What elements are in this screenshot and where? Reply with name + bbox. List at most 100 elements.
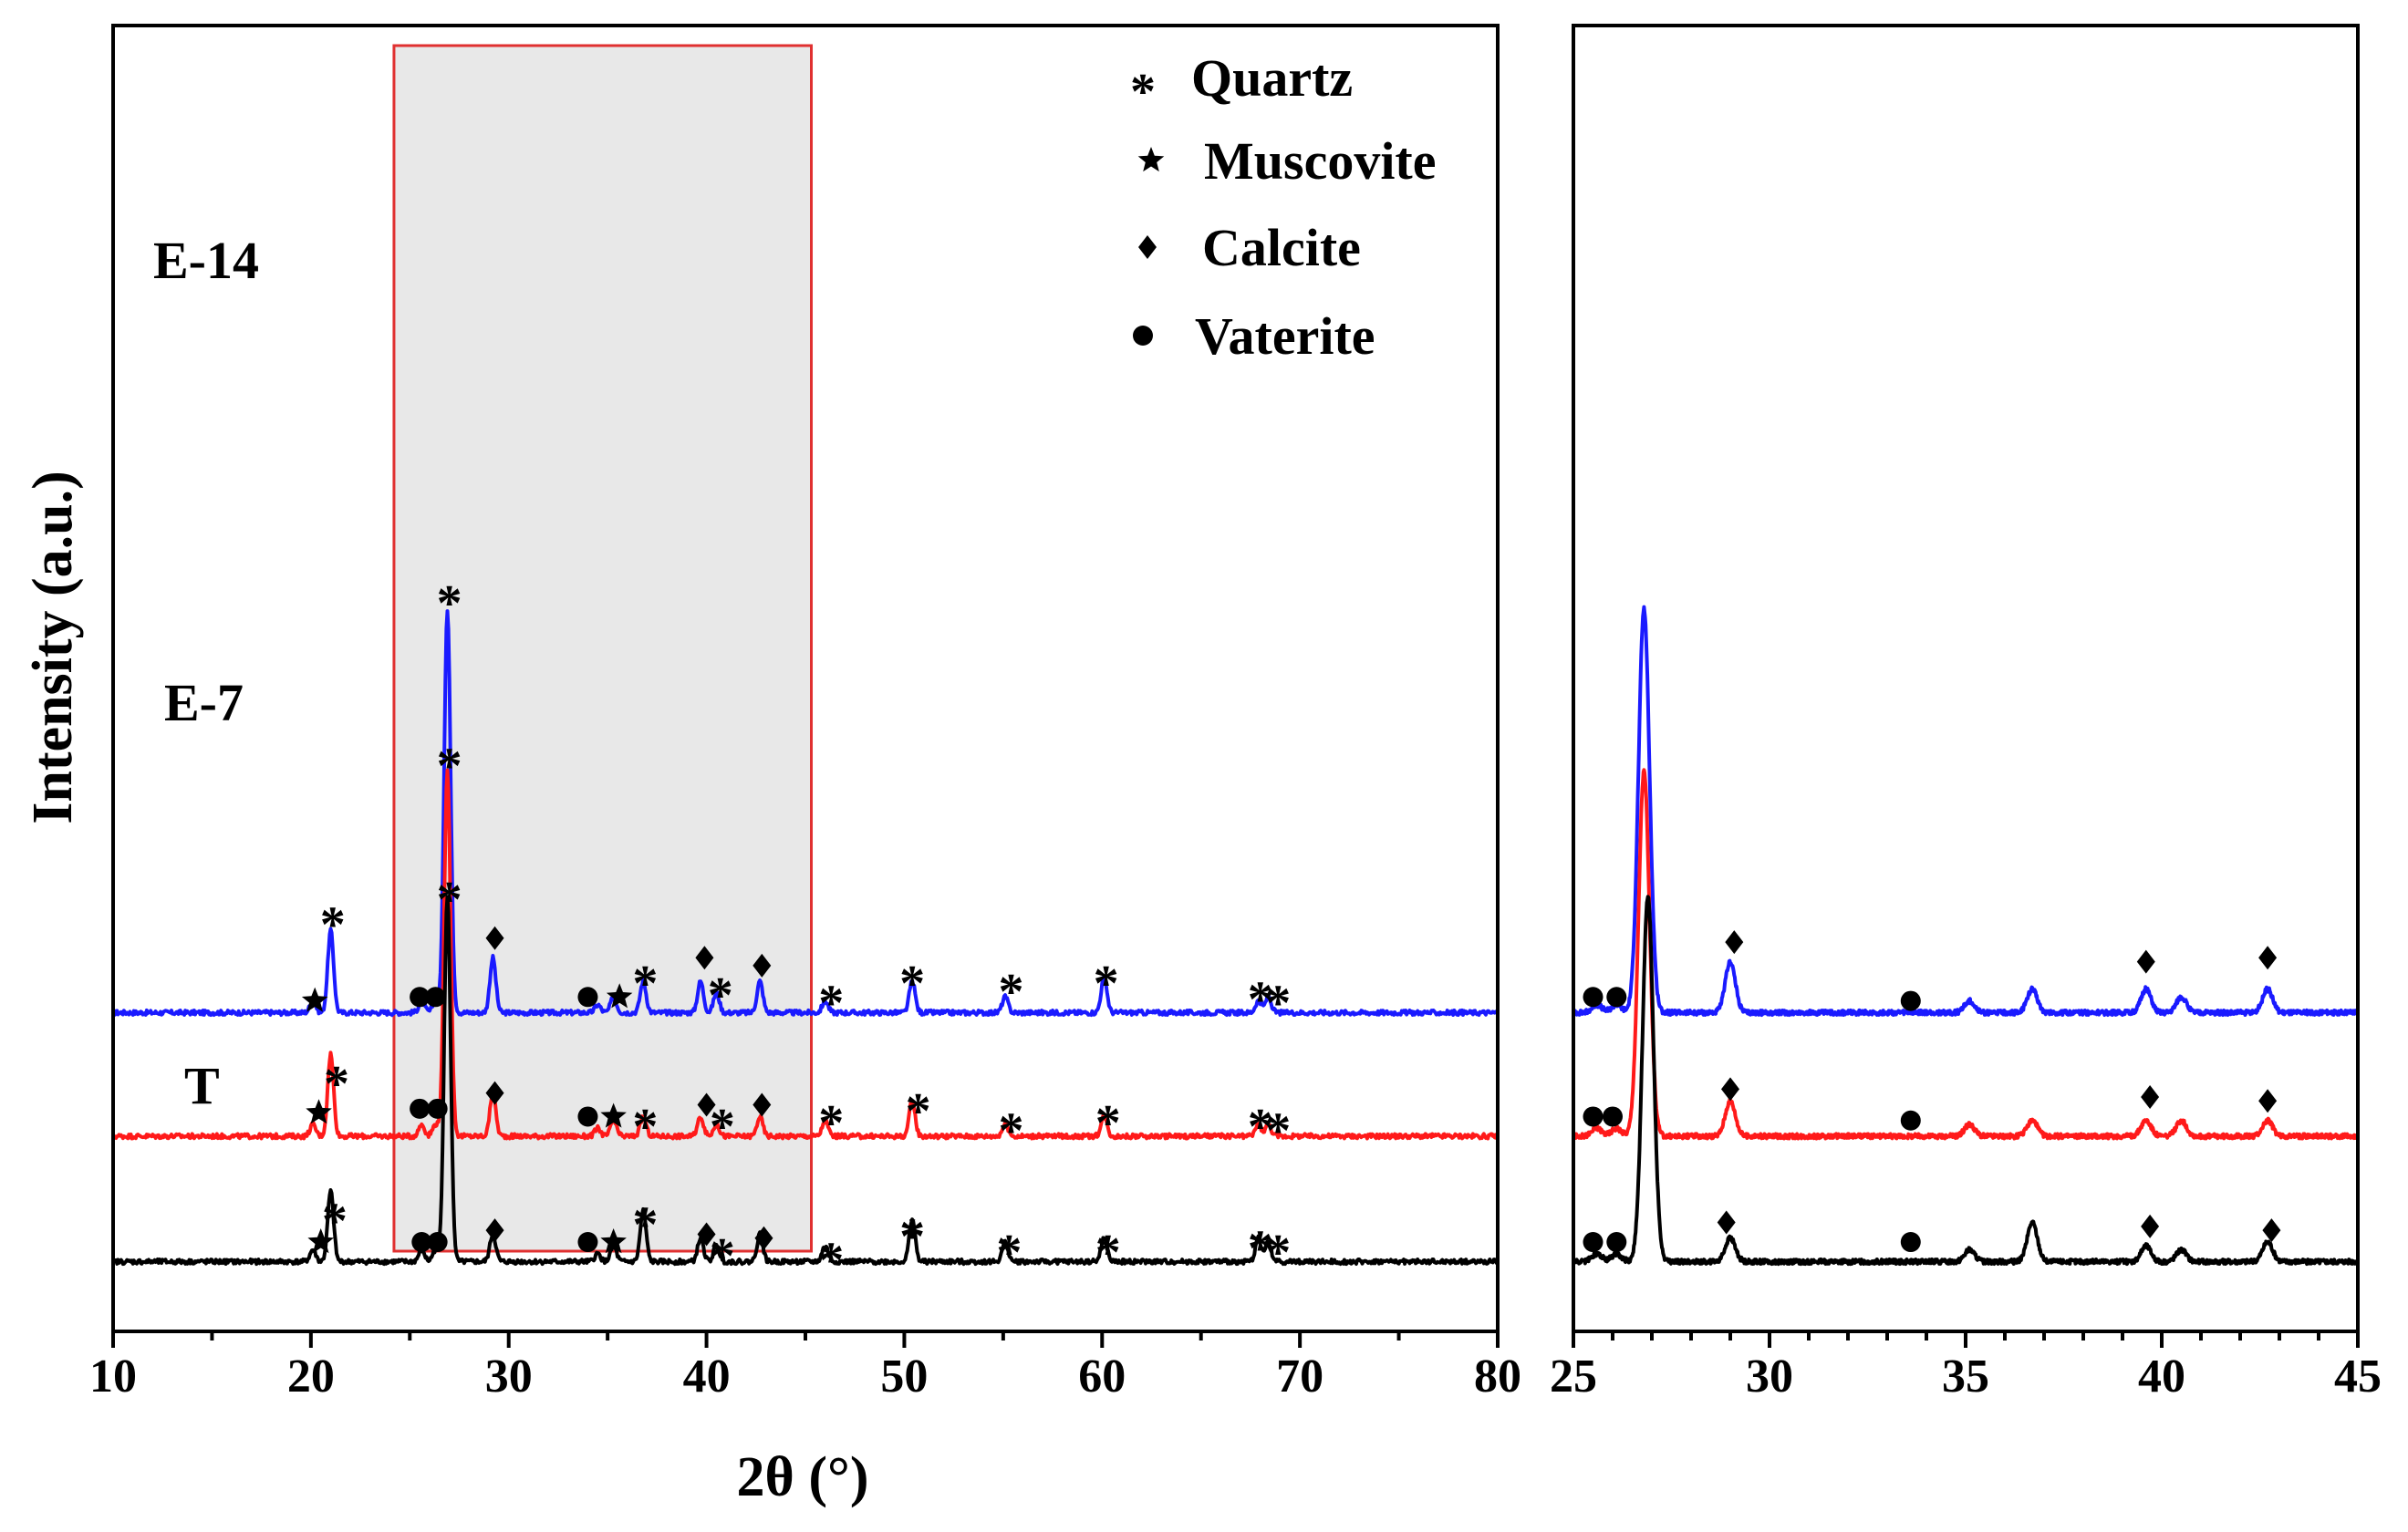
peak-marker-asterisk: * [322, 1193, 348, 1249]
peak-marker-asterisk: * [437, 575, 462, 632]
peak-marker-asterisk: * [1248, 1220, 1273, 1277]
series-line-t [111, 895, 1500, 1267]
peak-marker-diamond [754, 1226, 773, 1250]
peak-marker-diamond [695, 946, 714, 970]
peak-marker-circle [427, 1232, 448, 1253]
peak-marker-diamond [752, 1092, 772, 1117]
x-tick-label: 30 [1746, 1351, 1793, 1403]
x-tick-label: 60 [1078, 1351, 1126, 1403]
peak-marker-asterisk: * [710, 1099, 735, 1155]
legend-label-muscovite: Muscovite [1204, 131, 1437, 191]
peak-marker-circle [410, 1098, 431, 1119]
peak-marker-circle [577, 1106, 598, 1127]
x-tick-label: 40 [683, 1351, 731, 1403]
legend-symbol-star [1137, 147, 1165, 172]
peak-marker-circle [1900, 1110, 1921, 1131]
peak-marker-asterisk: * [1248, 971, 1273, 1028]
peak-marker-asterisk: * [1265, 976, 1291, 1032]
sample-label-e-14: E-14 [153, 231, 259, 290]
legend-label-vaterite: Vaterite [1195, 306, 1375, 366]
x-tick-label: 45 [2334, 1351, 2382, 1403]
peak-marker-diamond [485, 926, 504, 950]
inset-plot-panel: 25 30 35 40 45 [1550, 24, 2382, 1403]
x-tick-label: 35 [1942, 1351, 1989, 1403]
peak-marker-circle [577, 987, 598, 1008]
peak-marker-diamond [2258, 1089, 2278, 1113]
peak-marker-diamond [752, 953, 772, 978]
peak-marker-circle [577, 1232, 598, 1253]
legend-symbol-asterisk: * [1130, 64, 1156, 120]
peak-marker-asterisk: * [1248, 1099, 1273, 1155]
highlight-region [392, 44, 814, 1253]
peak-marker-asterisk: * [818, 1095, 844, 1152]
x-tick-label: 20 [287, 1351, 335, 1403]
series-line-e-14 [1572, 605, 2360, 1018]
peak-marker-asterisk: * [632, 1197, 658, 1254]
peak-marker-asterisk: * [899, 956, 925, 1012]
x-tick-label: 40 [2138, 1351, 2185, 1403]
peak-marker-circle [425, 987, 446, 1008]
peak-marker-asterisk: * [710, 1228, 735, 1285]
peak-marker-diamond [2262, 1218, 2281, 1243]
peak-marker-diamond [2136, 949, 2155, 974]
legend-label-quartz: Quartz [1191, 48, 1353, 108]
legend-symbol-circle [1133, 326, 1153, 346]
x-tick-label: 10 [89, 1351, 137, 1403]
peak-marker-circle [1606, 987, 1627, 1008]
peak-marker-asterisk: * [996, 1225, 1022, 1281]
peak-marker-diamond [485, 1081, 504, 1105]
series-line-t [1572, 895, 2360, 1267]
peak-marker-circle [1900, 1232, 1921, 1253]
x-tick-label: 25 [1550, 1351, 1597, 1403]
peak-marker-diamond [2141, 1084, 2160, 1109]
peak-marker-asterisk: * [1094, 956, 1119, 1012]
peak-marker-star [306, 1099, 332, 1124]
peak-marker-star [600, 1102, 627, 1128]
x-tick-label: 50 [880, 1351, 928, 1403]
peak-marker-asterisk: * [1265, 1225, 1291, 1281]
peak-marker-asterisk: * [708, 968, 733, 1024]
x-tick-label: 80 [1474, 1351, 1521, 1403]
peak-marker-star [301, 987, 328, 1012]
peak-marker-asterisk: * [324, 1056, 349, 1113]
peak-marker-asterisk: * [632, 1099, 658, 1155]
peak-marker-asterisk: * [899, 1209, 925, 1266]
peak-marker-diamond [1725, 930, 1744, 955]
peak-marker-star [606, 983, 633, 1009]
peak-marker-circle [1583, 1232, 1604, 1253]
peak-marker-asterisk: * [1265, 1102, 1291, 1159]
peak-marker-diamond [2141, 1214, 2160, 1238]
peak-marker-diamond [2258, 946, 2278, 970]
peak-marker-circle [1606, 1232, 1627, 1253]
peak-marker-circle [427, 1098, 448, 1119]
peak-marker-asterisk: * [1095, 1095, 1121, 1152]
x-tick-label: 70 [1276, 1351, 1323, 1403]
peak-marker-asterisk: * [906, 1083, 931, 1140]
peak-marker-circle [1900, 990, 1921, 1011]
peak-marker-diamond [1717, 1210, 1736, 1235]
peak-marker-asterisk: * [999, 964, 1024, 1020]
x-tick-label: 30 [485, 1351, 533, 1403]
legend: * Quartz Muscovite Calcite Vaterite [1130, 48, 1437, 366]
peak-marker-asterisk: * [632, 956, 658, 1012]
peak-marker-asterisk: * [1095, 1225, 1121, 1281]
peak-marker-asterisk: * [818, 976, 844, 1032]
peak-marker-circle [1583, 1106, 1604, 1127]
peak-marker-circle [410, 987, 431, 1008]
y-axis-title: Intensity (a.u.) [22, 471, 84, 824]
main-plot-panel: *** * * * * * ***** * * * * * ****** * * * * **10 20 30 40 50… [89, 24, 1521, 1403]
series-line-e-14 [112, 609, 1500, 1018]
peak-marker-circle [411, 1232, 432, 1253]
peak-marker-asterisk: * [320, 897, 346, 954]
series-line-e-7 [1572, 768, 2360, 1141]
legend-label-calcite: Calcite [1202, 218, 1361, 277]
peak-marker-diamond [485, 1218, 504, 1243]
peak-marker-star [307, 1228, 334, 1254]
peak-marker-asterisk: * [437, 872, 462, 928]
sample-label-e-7: E-7 [164, 673, 244, 732]
peak-marker-asterisk: * [437, 739, 462, 795]
peak-marker-circle [1583, 987, 1604, 1008]
series-line-e-7 [111, 768, 1499, 1141]
x-axis-title: 2θ (°) [737, 1446, 869, 1508]
